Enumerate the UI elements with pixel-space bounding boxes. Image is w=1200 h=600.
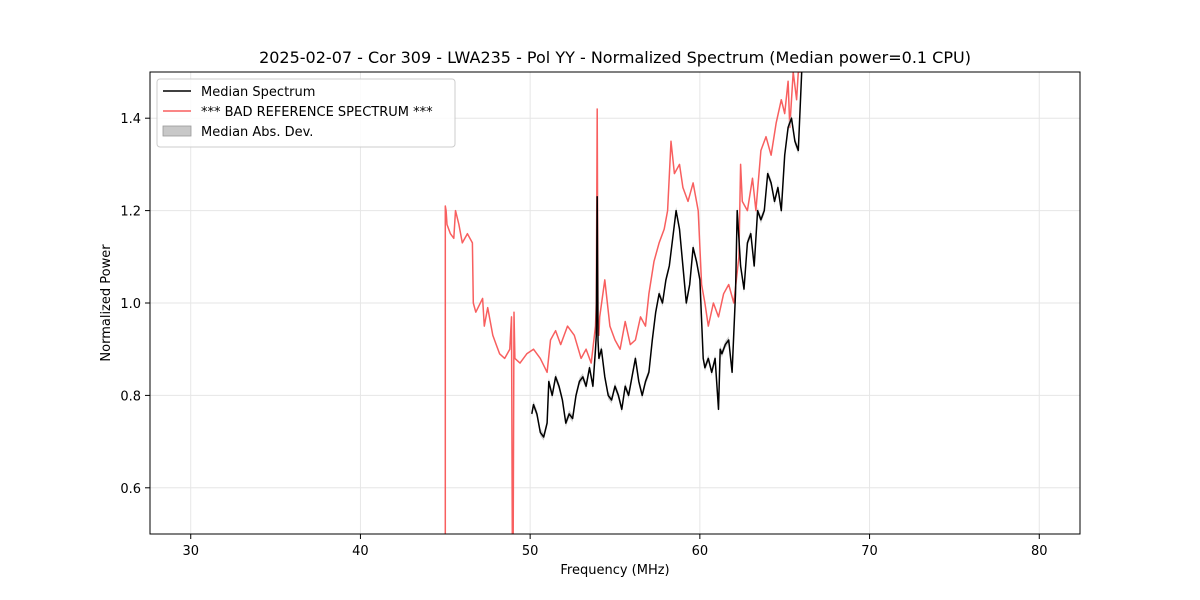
bad-reference-spectrum-line <box>444 72 802 534</box>
chart-title: 2025-02-07 - Cor 309 - LWA235 - Pol YY -… <box>259 48 971 67</box>
legend-box <box>156 78 456 148</box>
y-tick-label: 1.0 <box>120 297 141 312</box>
y-tick-label: 0.6 <box>120 482 141 497</box>
legend-label: *** BAD REFERENCE SPECTRUM *** <box>201 105 433 120</box>
x-tick-label: 30 <box>182 544 199 559</box>
legend-label: Median Spectrum <box>201 85 315 100</box>
plot-area <box>444 72 803 534</box>
y-tick-label: 0.8 <box>120 389 141 404</box>
median-spectrum-line <box>531 72 803 438</box>
y-tick-label: 1.4 <box>120 112 141 127</box>
x-axis-label: Frequency (MHz) <box>560 563 669 578</box>
x-tick-label: 60 <box>692 544 709 559</box>
x-tick-label: 50 <box>522 544 539 559</box>
x-tick-label: 70 <box>861 544 878 559</box>
y-axis-label: Normalized Power <box>99 244 114 362</box>
x-tick-label: 80 <box>1031 544 1048 559</box>
legend-swatch-patch <box>162 125 192 137</box>
x-axis-ticks: 30 40 50 60 70 80 <box>182 534 1048 559</box>
x-tick-label: 40 <box>352 544 369 559</box>
y-axis-ticks: 0.6 0.8 1.0 1.2 1.4 <box>120 112 150 497</box>
legend: Median Spectrum *** BAD REFERENCE SPECTRU… <box>156 78 456 148</box>
median-abs-dev-band <box>531 72 802 441</box>
y-tick-label: 1.2 <box>120 205 141 220</box>
legend-label: Median Abs. Dev. <box>201 125 313 140</box>
